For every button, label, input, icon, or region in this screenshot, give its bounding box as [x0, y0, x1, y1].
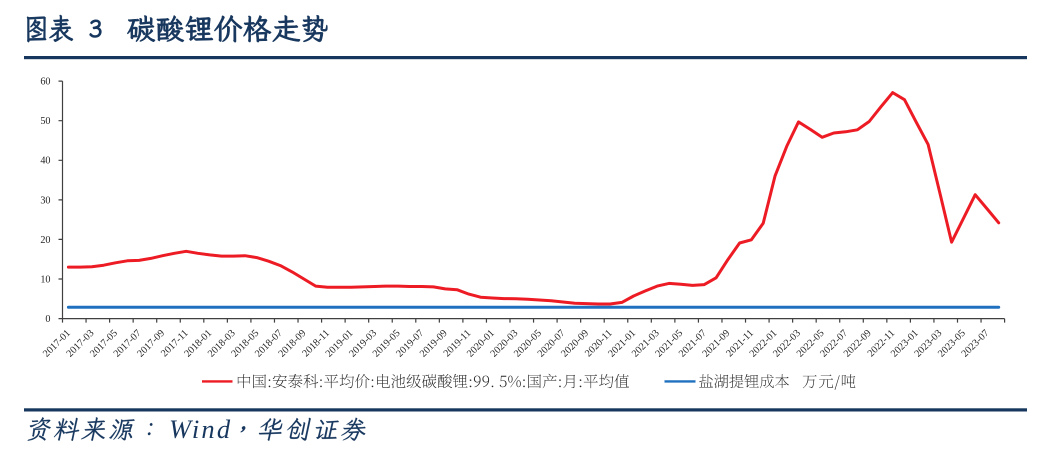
svg-text:0: 0 — [45, 314, 50, 325]
svg-text:Wind: Wind — [169, 414, 232, 444]
svg-text:60: 60 — [40, 77, 50, 88]
svg-text:20: 20 — [40, 235, 50, 246]
svg-text:30: 30 — [40, 195, 50, 206]
svg-text:10: 10 — [40, 274, 50, 285]
svg-text:40: 40 — [40, 156, 50, 167]
svg-text:50: 50 — [40, 116, 50, 127]
